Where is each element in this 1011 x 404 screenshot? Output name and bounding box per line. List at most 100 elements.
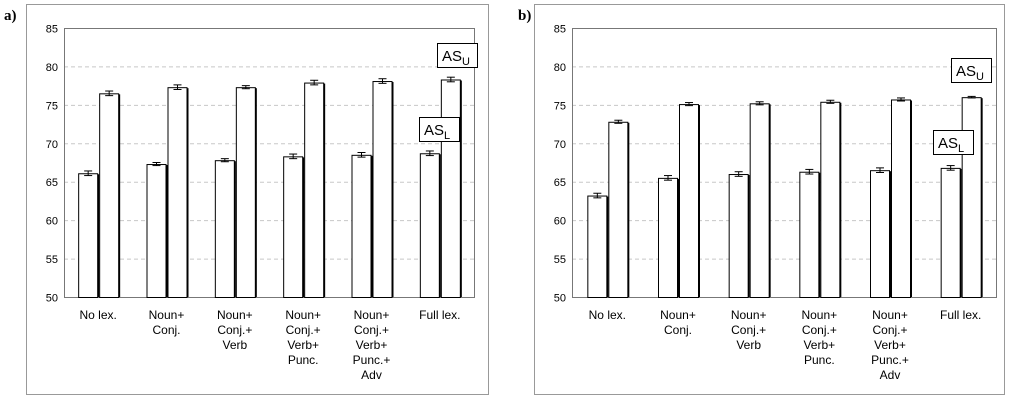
chart-frame	[26, 4, 489, 395]
plot-area	[572, 28, 997, 298]
x-tick-label: Noun+ Conj.+ Verb+ Punc.+ Adv	[353, 308, 391, 382]
x-tick-label-line: Conj.+	[872, 323, 907, 337]
bar-as-u	[608, 121, 629, 298]
series-label-main: AS	[938, 135, 958, 152]
series-label-box	[951, 58, 992, 83]
x-tick-label-line: Punc.	[288, 353, 319, 367]
y-tick-label: 60	[554, 216, 566, 228]
x-tick-label-line: No lex.	[589, 308, 626, 322]
x-tick-label: Noun+ Conj.	[660, 308, 696, 337]
x-tick-label: No lex.	[79, 308, 116, 322]
y-tick-label: 70	[554, 139, 566, 151]
x-tick-label-line: Verb+	[874, 338, 906, 352]
bar-as-u	[372, 81, 393, 298]
x-tick-label-line: Noun+	[731, 308, 767, 322]
bar-as-l	[351, 154, 372, 298]
chart-frame	[534, 4, 1005, 395]
x-tick-label: Noun+ Conj.+ Verb	[217, 308, 253, 352]
x-tick-label-line: Punc.+	[353, 353, 391, 367]
panel-label-b: b)	[518, 8, 532, 24]
x-tick-label-line: Conj.+	[217, 323, 252, 337]
bar-as-l	[283, 156, 304, 298]
chart-panel-b: b) 50 55 60 65 70 75 80 85 No lex. Noun+ Conj. Noun…	[514, 0, 1009, 399]
x-tick-label-line: Full lex.	[419, 308, 460, 322]
bar-as-u	[440, 79, 461, 298]
x-tick-label: Noun+ Conj.+ Verb	[731, 308, 767, 352]
y-tick-label: 80	[46, 62, 58, 74]
x-tick-label: Full lex.	[419, 308, 460, 322]
y-tick-label: 80	[554, 62, 566, 74]
bar-as-l	[940, 167, 961, 298]
bar-as-l	[799, 171, 820, 298]
bar-as-l	[587, 195, 608, 298]
series-label-main: AS	[442, 48, 462, 65]
x-tick-label-line: Conj.+	[802, 323, 837, 337]
x-tick-label-line: Verb	[736, 338, 761, 352]
x-tick-label-line: Full lex.	[940, 308, 981, 322]
series-label-sub: L	[444, 130, 450, 142]
x-tick-label: Noun+ Conj.+ Verb+ Punc.+ Adv	[871, 308, 909, 382]
y-tick-label: 65	[46, 177, 58, 189]
x-tick-label-line: Noun+	[801, 308, 837, 322]
y-tick-label: 60	[46, 216, 58, 228]
y-tick-label: 50	[554, 293, 566, 305]
chart-panel-a: a) 50 55 60 65 70 75 80 85 No lex. Noun+ Conj. Noun…	[0, 0, 495, 399]
series-label: ASL	[424, 122, 450, 142]
x-tick-label-line: Verb+	[356, 338, 388, 352]
panel-label-a: a)	[4, 8, 17, 24]
y-tick-label: 85	[554, 24, 566, 36]
bar-as-u	[961, 97, 982, 298]
series-label-sub: U	[976, 71, 984, 83]
x-tick-label-line: Conj.	[152, 323, 180, 337]
bar-as-u	[99, 93, 120, 299]
series-label-box	[419, 117, 460, 142]
x-tick-label-line: Noun+	[660, 308, 696, 322]
series-label-box	[437, 43, 478, 68]
y-tick-label: 55	[554, 254, 566, 266]
y-tick-label: 50	[46, 293, 58, 305]
series-label-sub: L	[958, 143, 964, 155]
x-tick-label-line: No lex.	[79, 308, 116, 322]
x-tick-label-line: Punc.+	[871, 353, 909, 367]
y-tick-label: 70	[46, 139, 58, 151]
x-tick-label-line: Noun+	[872, 308, 908, 322]
x-tick-label-line: Noun+	[149, 308, 185, 322]
series-label: ASL	[938, 135, 964, 155]
x-tick-label: Noun+ Conj.+ Verb+ Punc.	[801, 308, 837, 367]
y-tick-label: 75	[46, 100, 58, 112]
x-tick-label-line: Noun+	[354, 308, 390, 322]
bar-as-l	[146, 164, 167, 298]
bar-as-u	[749, 103, 770, 298]
series-label: ASU	[442, 48, 470, 68]
x-tick-label-line: Noun+	[217, 308, 253, 322]
bar-as-u	[891, 99, 911, 298]
bar-as-l	[78, 173, 99, 298]
series-label: ASU	[956, 63, 984, 83]
x-tick-label-line: Conj.+	[731, 323, 766, 337]
y-tick-label: 75	[554, 100, 566, 112]
bar-as-l	[419, 153, 440, 298]
x-tick-label-line: Adv	[880, 368, 901, 382]
bar-as-u	[167, 87, 188, 299]
y-tick-label: 85	[46, 24, 58, 36]
bar-as-l	[214, 160, 235, 298]
bar-as-u	[235, 87, 256, 299]
bar-as-l	[870, 170, 890, 298]
x-tick-label-line: Conj.	[664, 323, 692, 337]
x-tick-label-line: Verb+	[803, 338, 835, 352]
bar-as-l	[658, 177, 678, 298]
x-tick-label: No lex.	[589, 308, 626, 322]
bar-as-u	[679, 104, 699, 298]
plot-area	[64, 28, 475, 298]
bar-as-u	[820, 101, 841, 299]
y-tick-label: 65	[554, 177, 566, 189]
x-tick-label-line: Conj.+	[354, 323, 389, 337]
y-tick-label: 55	[46, 254, 58, 266]
x-tick-label-line: Noun+	[285, 308, 321, 322]
x-tick-label: Full lex.	[940, 308, 981, 322]
x-tick-label-line: Conj.+	[286, 323, 321, 337]
series-label-sub: U	[462, 56, 470, 68]
x-tick-label-line: Verb	[222, 338, 247, 352]
